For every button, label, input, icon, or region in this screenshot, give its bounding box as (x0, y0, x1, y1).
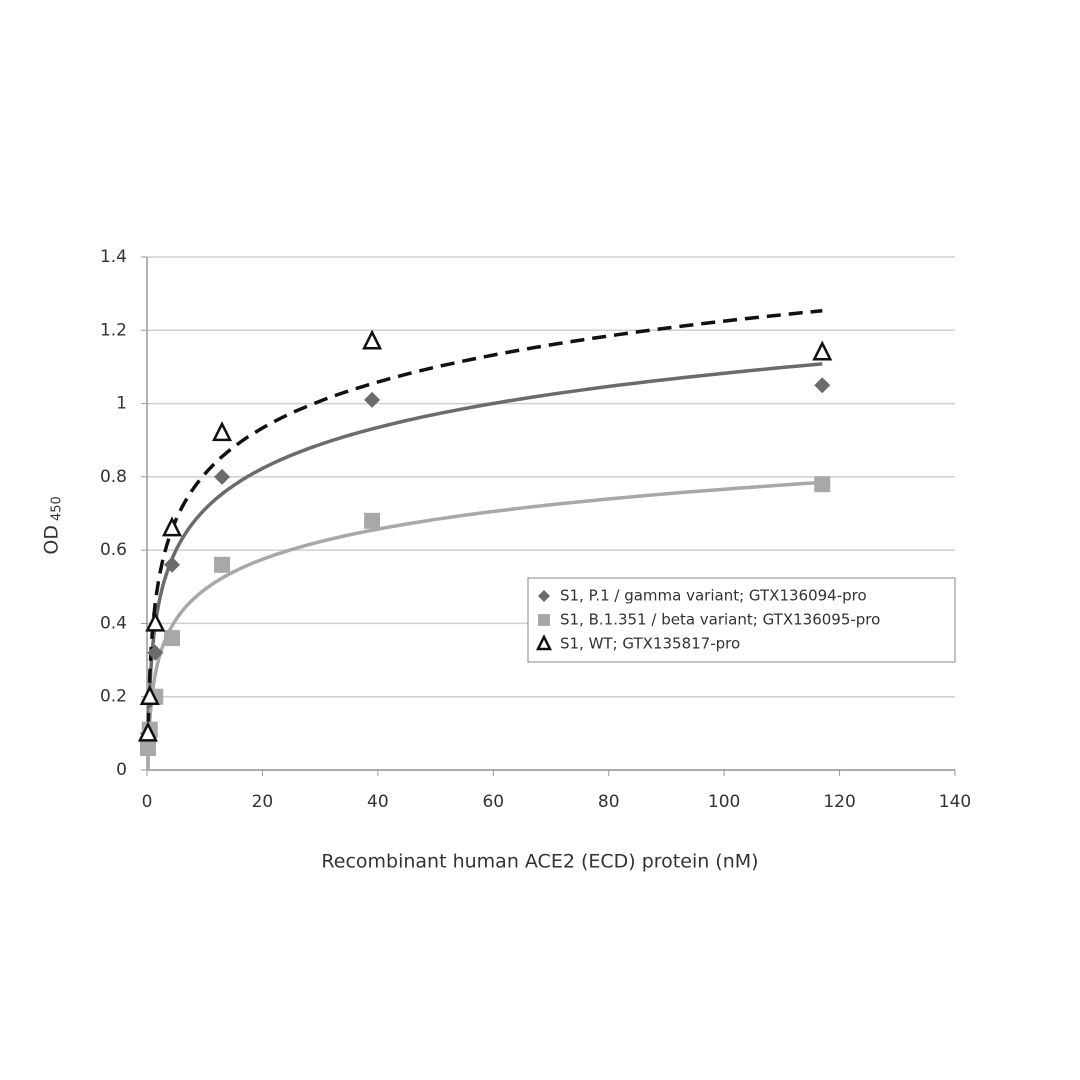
marker-triangle (362, 329, 383, 350)
marker-diamond (538, 590, 550, 602)
marker-square (214, 556, 231, 573)
x-tick-label: 120 (823, 792, 855, 812)
marker-triangle (812, 340, 833, 361)
y-tick-label: 1.2 (100, 320, 127, 340)
legend-label: S1, WT; GTX135817-pro (560, 635, 740, 653)
x-tick-label: 140 (939, 792, 971, 812)
y-tick-label: 1 (116, 394, 127, 414)
legend: S1, P.1 / gamma variant; GTX136094-pro S1… (527, 577, 956, 663)
marker-diamond (814, 377, 831, 394)
marker-square (163, 630, 180, 647)
marker-triangle (145, 611, 166, 632)
marker-diamond (214, 468, 231, 485)
y-tick-label: 0.6 (100, 540, 127, 560)
marker-triangle (535, 634, 553, 651)
x-tick-label: 20 (252, 792, 274, 812)
legend-label: S1, B.1.351 / beta variant; GTX136095-pr… (560, 611, 880, 629)
y-tick-label: 0 (116, 760, 127, 780)
marker-square (364, 512, 381, 529)
x-tick-label: 100 (708, 792, 740, 812)
marker-square (814, 476, 831, 493)
x-axis-label: Recombinant human ACE2 (ECD) protein (nM… (321, 851, 758, 873)
y-tick-label: 0.8 (100, 467, 127, 487)
marker-square (139, 740, 156, 757)
marker-triangle (139, 684, 160, 705)
x-tick-label: 80 (598, 792, 620, 812)
y-axis-label: OD (41, 525, 63, 555)
y-axis-label-subscript: 450 (50, 496, 65, 521)
marker-triangle (212, 421, 233, 442)
y-tick-label: 1.4 (100, 247, 127, 267)
legend-box (527, 577, 956, 663)
marker-triangle (161, 516, 183, 537)
y-tick-label: 0.4 (100, 613, 127, 633)
marker-diamond (147, 644, 164, 661)
y-tick-label: 0.2 (100, 687, 127, 707)
x-tick-label: 0 (142, 792, 153, 812)
marker-triangle (137, 721, 158, 742)
marker-square (538, 614, 550, 626)
x-tick-label: 60 (482, 792, 504, 812)
legend-label: S1, P.1 / gamma variant; GTX136094-pro (560, 587, 867, 605)
x-tick-label: 40 (367, 792, 389, 812)
y-axis-label-group: OD 450 (41, 496, 65, 554)
marker-diamond (163, 556, 180, 573)
marker-diamond (364, 391, 381, 408)
